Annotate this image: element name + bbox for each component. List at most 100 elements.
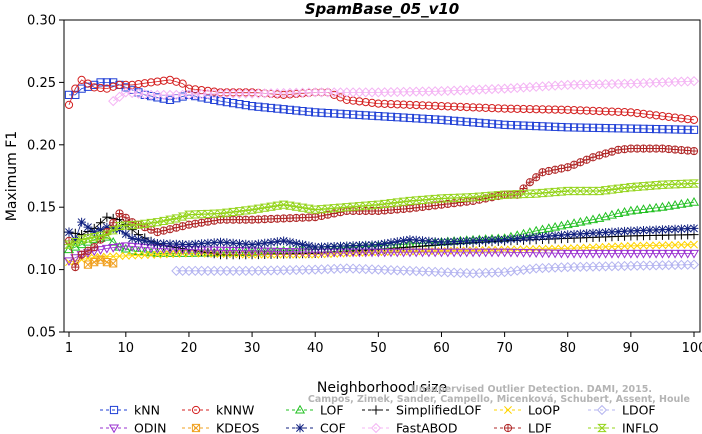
- data-point: [423, 248, 434, 258]
- data-point: [644, 203, 655, 213]
- x-tick-label: 60: [433, 341, 450, 356]
- data-point: [171, 239, 181, 249]
- data-point: [292, 106, 301, 115]
- data-point: [70, 238, 81, 247]
- data-point: [424, 114, 433, 124]
- data-point: [178, 239, 188, 249]
- data-point: [639, 226, 648, 235]
- data-point: [601, 242, 610, 251]
- data-point: [550, 231, 560, 241]
- data-point: [494, 104, 503, 113]
- data-point: [273, 104, 282, 113]
- data-point: [494, 120, 503, 129]
- series-cof: [64, 217, 699, 252]
- legend-marker: [597, 423, 607, 433]
- data-point: [613, 249, 624, 259]
- data-point: [600, 186, 611, 195]
- data-point: [575, 216, 586, 226]
- series-layer: [64, 75, 700, 279]
- data-point: [411, 235, 421, 245]
- data-point: [279, 236, 289, 246]
- series-inflo: [64, 179, 699, 249]
- data-point: [644, 249, 655, 259]
- data-point: [676, 199, 687, 208]
- data-point: [83, 222, 93, 232]
- data-point: [512, 248, 523, 258]
- data-point: [576, 123, 585, 132]
- data-point: [95, 231, 106, 241]
- data-point: [380, 112, 389, 121]
- data-point: [500, 104, 509, 113]
- data-point: [606, 209, 617, 219]
- data-point: [386, 238, 396, 248]
- data-point: [505, 248, 516, 258]
- data-point: [652, 241, 661, 250]
- data-point: [671, 241, 680, 249]
- data-point: [557, 105, 566, 114]
- data-point: [96, 225, 105, 235]
- data-point: [481, 103, 490, 112]
- x-tick-label: 10: [118, 341, 135, 356]
- data-point: [96, 78, 105, 87]
- data-point: [128, 85, 137, 94]
- data-point: [587, 249, 599, 259]
- legend-label: SimplifiedLOF: [396, 403, 482, 418]
- data-point: [443, 116, 452, 125]
- series-ldf: [64, 144, 699, 272]
- data-point: [291, 248, 302, 257]
- data-point: [222, 208, 232, 217]
- data-point: [431, 101, 440, 110]
- data-point: [203, 238, 213, 248]
- data-point: [412, 114, 421, 123]
- data-point: [159, 76, 168, 85]
- data-point: [601, 123, 610, 133]
- data-point: [607, 227, 617, 237]
- data-point: [544, 105, 553, 114]
- data-point: [663, 249, 674, 259]
- data-point: [134, 251, 143, 260]
- data-point: [114, 91, 125, 102]
- data-point: [581, 215, 592, 225]
- data-point: [184, 240, 194, 250]
- data-point: [89, 233, 100, 242]
- legend-marker: [503, 423, 513, 433]
- data-point: [531, 249, 542, 258]
- data-point: [76, 239, 87, 249]
- data-point: [153, 250, 162, 259]
- data-point: [607, 124, 617, 133]
- data-point: [600, 211, 611, 221]
- data-point: [139, 89, 150, 100]
- data-point: [284, 248, 296, 257]
- data-point: [525, 121, 534, 130]
- data-point: [398, 197, 409, 206]
- data-point: [330, 109, 339, 118]
- data-point: [651, 202, 662, 212]
- data-point: [601, 228, 611, 237]
- data-point: [234, 207, 245, 216]
- data-point: [367, 98, 377, 107]
- data-point: [550, 249, 561, 259]
- data-point: [133, 220, 144, 229]
- data-point: [449, 248, 460, 258]
- y-axis-label: Maximum F1: [4, 131, 20, 221]
- data-point: [392, 237, 402, 247]
- data-point: [456, 236, 465, 246]
- x-tick-label: 90: [623, 341, 640, 356]
- data-point: [216, 237, 225, 247]
- data-point: [620, 226, 629, 236]
- data-point: [184, 84, 194, 93]
- data-point: [468, 118, 478, 127]
- data-point: [551, 122, 560, 131]
- data-point: [689, 224, 699, 233]
- data-point: [664, 225, 674, 234]
- data-point: [475, 118, 484, 127]
- data-point: [304, 241, 314, 251]
- data-point: [120, 243, 131, 253]
- legend-label: KDEOS: [216, 421, 260, 434]
- legend-item: kNN: [100, 403, 160, 418]
- data-point: [215, 246, 226, 256]
- data-point: [108, 226, 118, 235]
- data-point: [235, 239, 244, 249]
- data-point: [506, 234, 516, 244]
